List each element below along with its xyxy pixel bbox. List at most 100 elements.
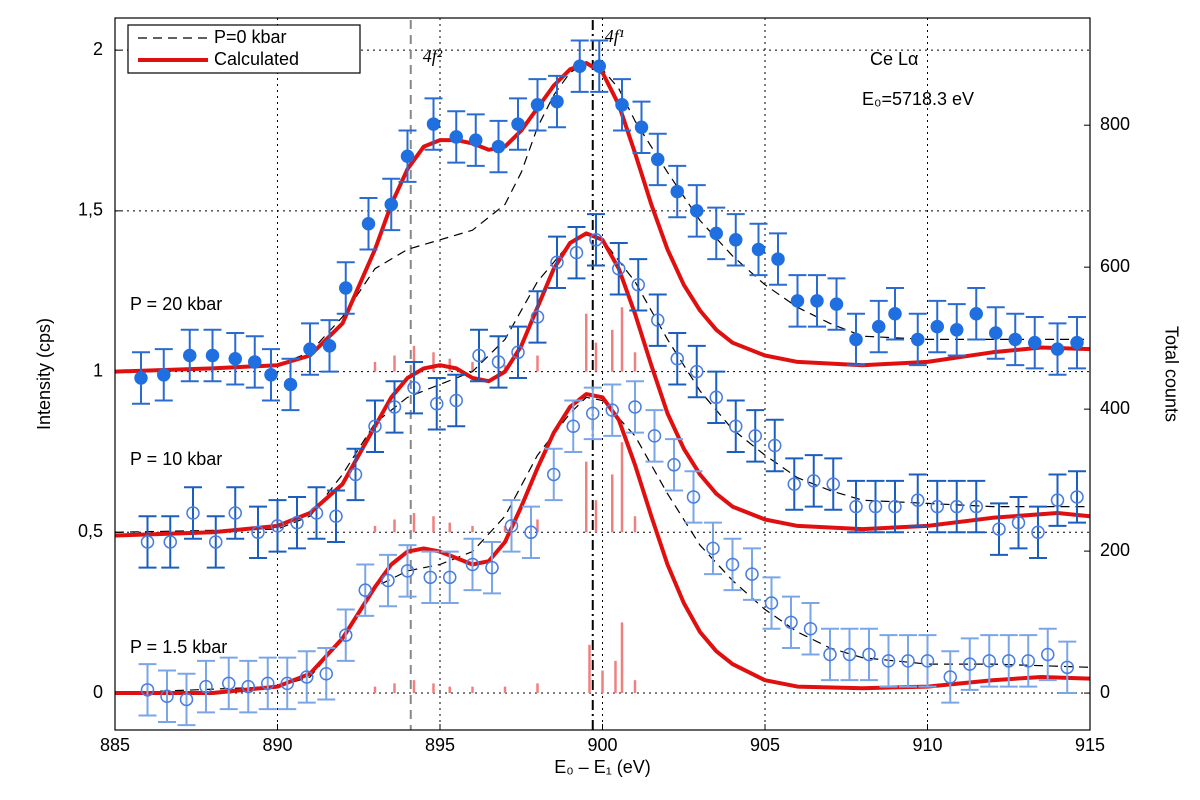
error-bar (239, 659, 258, 714)
error-bar (1029, 505, 1047, 560)
error-bar (947, 479, 966, 534)
error-bar (684, 470, 703, 524)
data-point (849, 332, 863, 347)
data-point (1041, 647, 1055, 662)
y-tick-label: 1,5 (78, 200, 103, 220)
data-point (348, 467, 363, 482)
data-point (872, 319, 886, 334)
data-point (368, 419, 382, 433)
error-bar (180, 328, 199, 383)
data-point (751, 242, 766, 257)
data-point (205, 348, 220, 363)
error-bar (668, 332, 687, 386)
error-bar (197, 659, 215, 714)
data-point (407, 380, 421, 395)
x-tick-label: 885 (100, 735, 130, 755)
error-bar (687, 344, 706, 399)
data-point (303, 342, 317, 356)
error-bar (821, 627, 839, 682)
data-point (823, 647, 837, 662)
error-bar (470, 328, 488, 383)
data-point (209, 535, 223, 549)
error-bar (960, 637, 979, 691)
error-bar (405, 360, 423, 415)
x-tick-label: 905 (750, 735, 780, 755)
error-bar (869, 299, 888, 354)
line (114, 61, 1091, 695)
data-point (950, 499, 964, 514)
error-bar (590, 39, 609, 93)
error-bar (320, 319, 339, 373)
data-point (1002, 654, 1016, 668)
data-point (667, 458, 681, 472)
data-point (183, 348, 197, 363)
error-bar (564, 399, 583, 453)
data-point (449, 393, 463, 408)
data-point (651, 313, 665, 327)
error-bar (743, 547, 761, 601)
data-point (550, 94, 564, 109)
data-point (920, 654, 935, 668)
error-bar (847, 479, 865, 534)
error-bar (788, 274, 807, 328)
error-bar (908, 473, 927, 527)
error-bar (570, 39, 589, 93)
series-label: P = 1.5 kbar (130, 637, 227, 657)
data-point (729, 419, 743, 433)
error-bar (1009, 495, 1028, 550)
error-bar (249, 505, 267, 560)
error-bar (1006, 312, 1025, 367)
data-point (911, 493, 925, 507)
data-point (469, 133, 483, 147)
data-point (784, 615, 798, 630)
error-bar (824, 457, 843, 511)
data-point (670, 184, 684, 199)
legend-label: Calculated (214, 49, 299, 69)
data-point (283, 377, 298, 392)
data-point (426, 117, 441, 131)
error-bar (382, 177, 401, 232)
data-point (384, 197, 398, 212)
error-bar (154, 348, 173, 402)
error-bar (726, 213, 745, 267)
data-point (400, 564, 415, 578)
error-bar (138, 663, 157, 717)
y2-tick-label: 800 (1100, 114, 1130, 134)
data-point (322, 339, 337, 353)
x-tick-label: 895 (425, 735, 455, 755)
data-point (647, 429, 662, 443)
data-point (706, 541, 720, 556)
error-bar (421, 550, 440, 605)
error-bar (1048, 473, 1067, 527)
error-bar (447, 110, 466, 164)
error-bar (967, 479, 986, 534)
data-point (530, 310, 545, 324)
data-point (524, 525, 538, 540)
data-point (264, 368, 278, 382)
error-bar (726, 399, 745, 453)
error-bar (528, 290, 547, 344)
data-point (504, 519, 519, 533)
data-point (826, 477, 840, 491)
data-point (199, 679, 213, 694)
error-bar (1038, 627, 1057, 682)
data-point (605, 403, 619, 417)
data-point (449, 130, 463, 144)
error-bar (447, 373, 466, 428)
reference-label: 4f² (423, 46, 443, 66)
x-tick-label: 915 (1075, 735, 1105, 755)
x-axis-label: E₀ – E₁ (eV) (554, 757, 651, 777)
data-point (1028, 335, 1042, 350)
data-point (491, 139, 506, 154)
error-bar (1019, 634, 1038, 688)
data-point (982, 654, 996, 668)
error-bar (707, 370, 726, 425)
data-point (241, 679, 255, 694)
data-point (992, 522, 1006, 536)
error-bar (928, 299, 947, 354)
data-point (228, 351, 242, 366)
error-bar (648, 293, 667, 347)
error-bar (440, 550, 459, 605)
error-bar (999, 634, 1018, 688)
